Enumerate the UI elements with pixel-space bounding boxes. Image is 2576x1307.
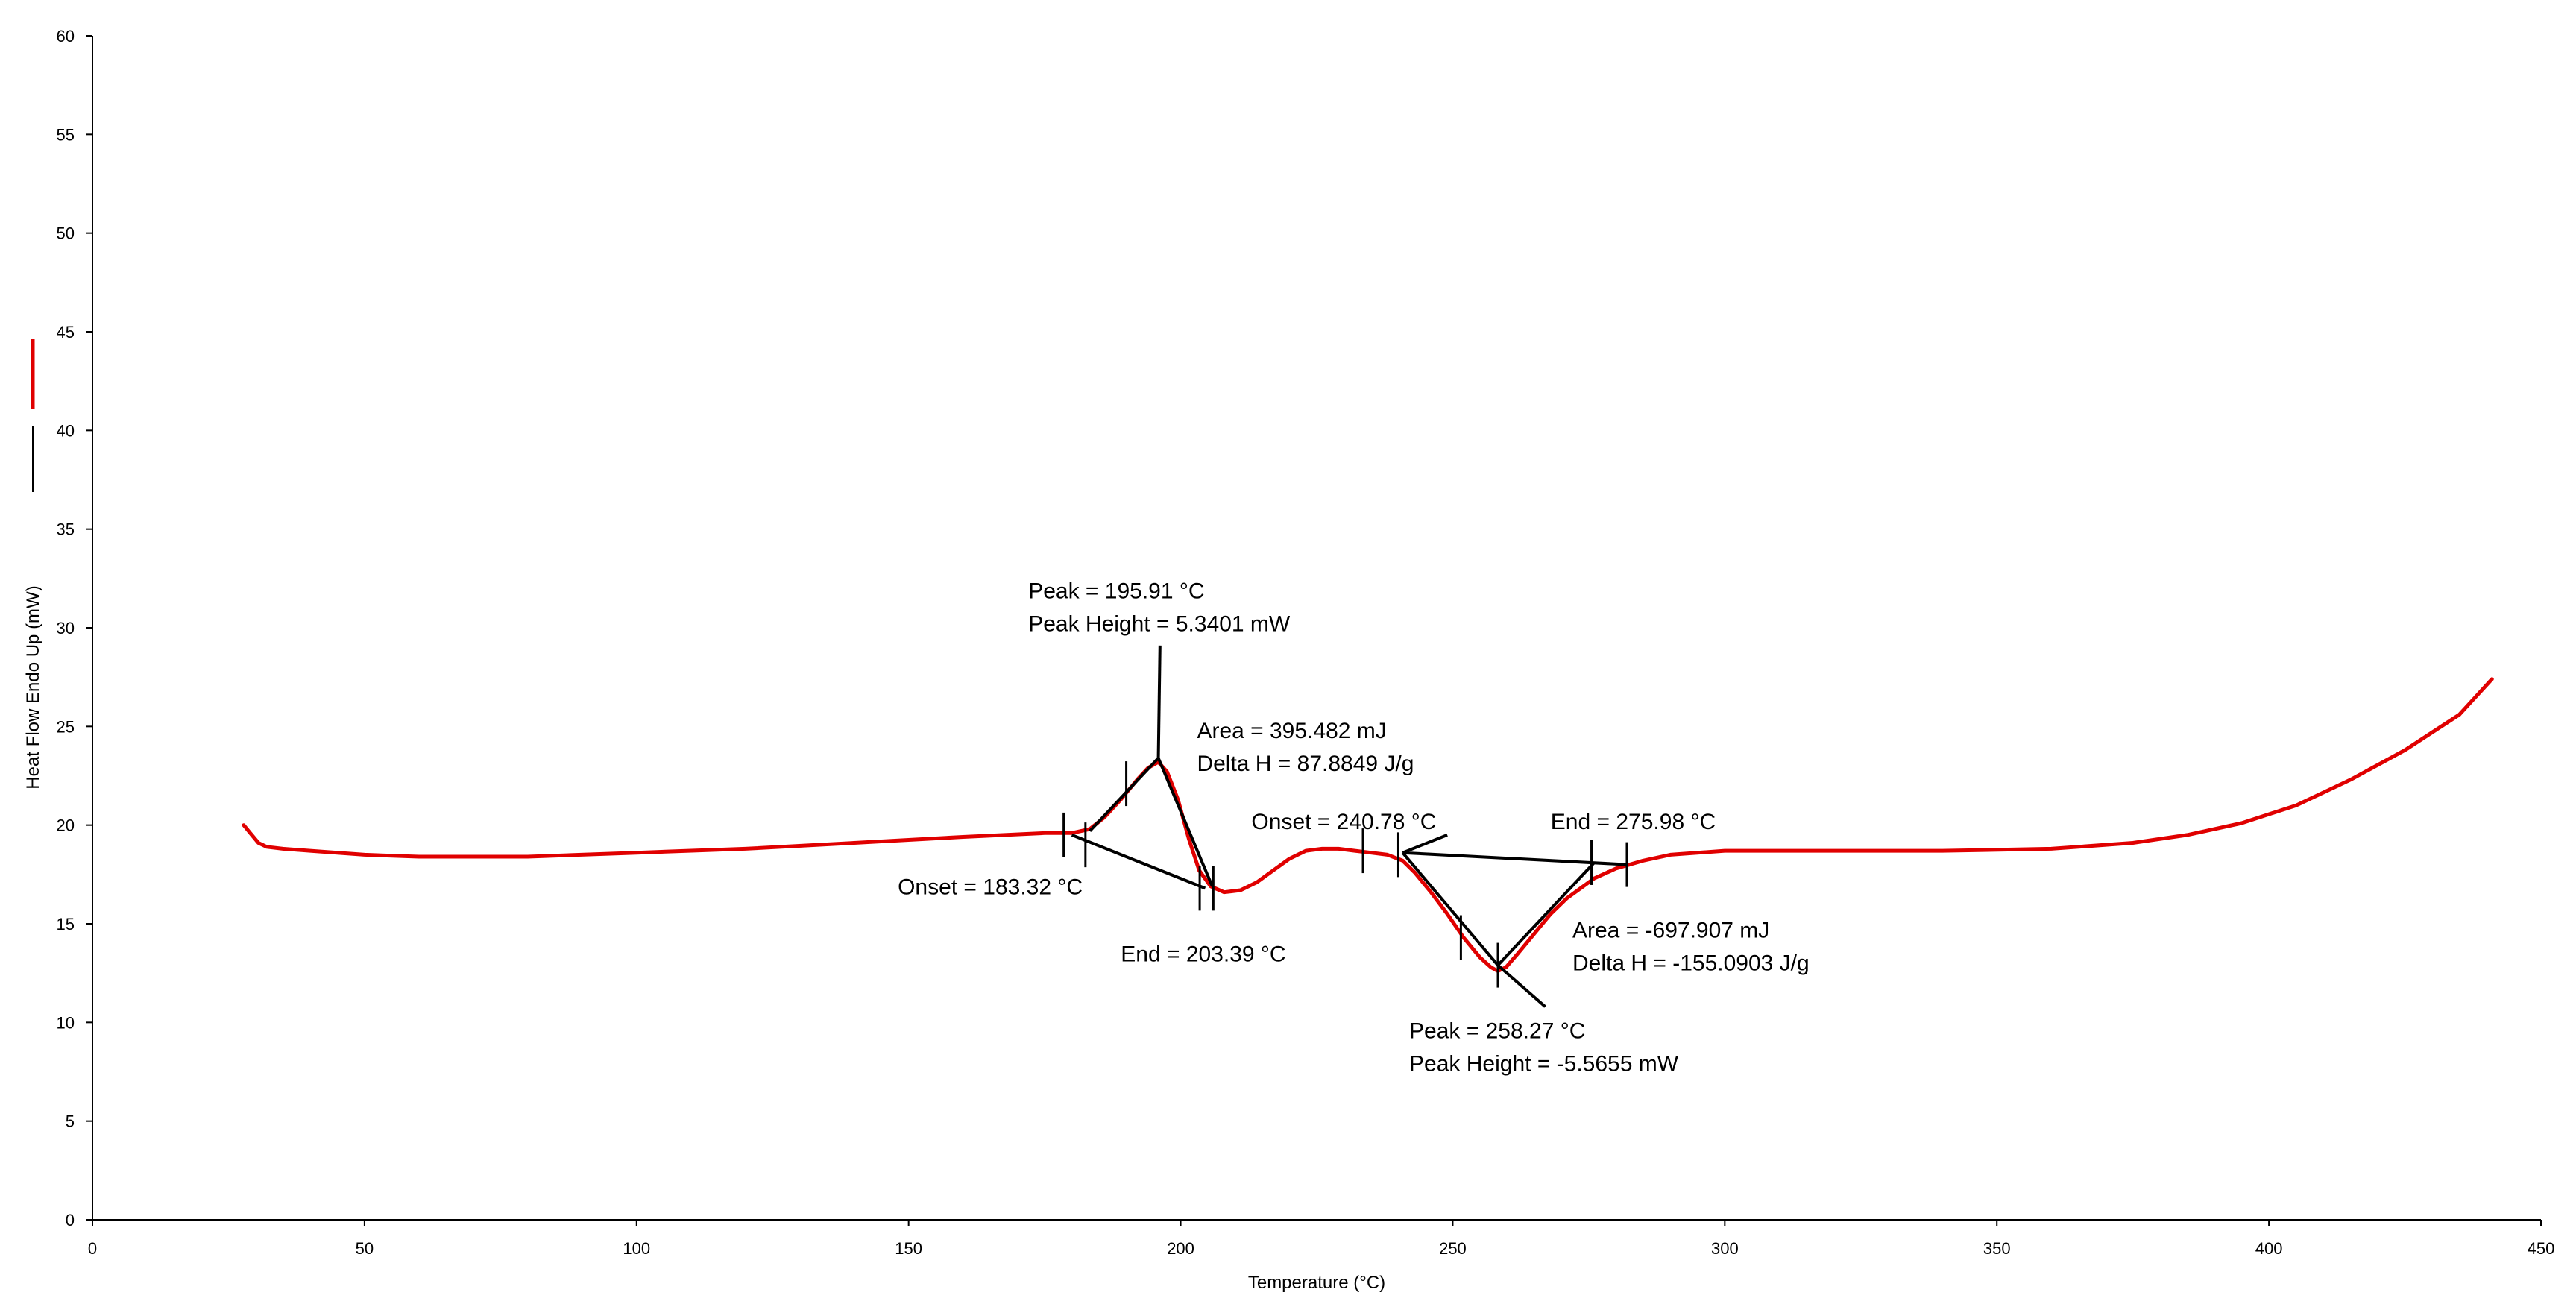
annotation-text: Onset = 183.32 °C <box>898 875 1083 899</box>
x-tick-label: 300 <box>1711 1239 1739 1258</box>
annotation-text: Peak = 258.27 °C <box>1409 1019 1585 1044</box>
annotation-text: Delta H = -155.0903 J/g <box>1572 951 1810 976</box>
x-tick-label: 100 <box>623 1239 650 1258</box>
annotation-text: Area = 395.482 mJ <box>1197 719 1386 743</box>
y-tick-label: 15 <box>57 915 75 933</box>
y-tick-label: 50 <box>57 224 75 243</box>
axes: 0 5 10 15 20 25 30 35 40 45 50 55 60 0 50 100 150 200 250 3… <box>57 27 2555 1258</box>
x-tick-label: 0 <box>88 1239 97 1258</box>
analysis-layer <box>1062 645 1628 1008</box>
y-tick-label: 20 <box>57 816 75 835</box>
x-tick-label: 150 <box>895 1239 922 1258</box>
analysis-line <box>1496 964 1546 1008</box>
x-tick-label: 450 <box>2528 1239 2555 1258</box>
x-tick-label: 350 <box>1983 1239 2011 1258</box>
y-tick-label: 5 <box>66 1112 75 1131</box>
y-tick-label: 60 <box>57 27 75 45</box>
series-layer <box>242 677 2494 973</box>
x-tick-label: 200 <box>1167 1239 1194 1258</box>
y-axis-title: Heat Flow Endo Up (mW) <box>23 585 43 789</box>
y-tick-label: 35 <box>57 520 75 539</box>
y-tick-label: 0 <box>66 1211 75 1229</box>
analysis-line <box>1071 834 1206 890</box>
x-tick-label: 50 <box>356 1239 374 1258</box>
y-tick-label: 10 <box>57 1013 75 1032</box>
annotation-text: Peak Height = -5.5655 mW <box>1409 1052 1679 1077</box>
y-tick-label: 45 <box>57 323 75 341</box>
annotation-text: Area = -697.907 mJ <box>1572 919 1769 943</box>
annotation-text: Delta H = 87.8849 J/g <box>1197 752 1414 776</box>
analysis-line <box>1402 834 1448 854</box>
series-line <box>242 677 2494 973</box>
x-tick-label: 250 <box>1439 1239 1467 1258</box>
x-axis-title: Temperature (°C) <box>1248 1273 1385 1293</box>
analysis-line <box>1402 851 1628 866</box>
annotation-text: Onset = 240.78 °C <box>1251 810 1436 834</box>
y-tick-label: 25 <box>57 717 75 736</box>
annotation-text: Peak Height = 5.3401 mW <box>1028 611 1291 636</box>
annotation-text: End = 203.39 °C <box>1121 942 1285 966</box>
x-tick-label: 400 <box>2255 1239 2283 1258</box>
y-tick-label: 30 <box>57 619 75 637</box>
y-tick-label: 40 <box>57 421 75 440</box>
y-tick-label: 55 <box>57 125 75 144</box>
annotation-text: Peak = 195.91 °C <box>1028 579 1204 603</box>
analysis-line <box>1156 645 1162 758</box>
annotation-text: End = 275.98 °C <box>1551 810 1716 834</box>
annotation-layer: Peak = 195.91 °C Peak Height = 5.3401 mW A… <box>898 579 1810 1076</box>
